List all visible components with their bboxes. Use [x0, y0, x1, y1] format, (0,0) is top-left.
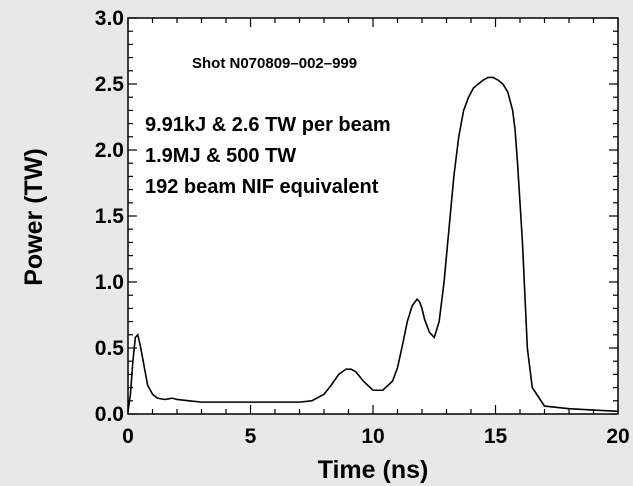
x-tick-label: 20 [606, 425, 629, 448]
y-tick-label: 0.5 [95, 337, 125, 360]
y-axis-title: Power (TW) [20, 148, 48, 286]
x-tick-label: 15 [484, 425, 508, 448]
x-tick-label: 10 [361, 425, 384, 448]
shot-label-box [152, 45, 442, 79]
y-tick-label: 1.0 [95, 271, 124, 294]
y-axis-tick-labels: 0.0 0.5 1.0 1.5 2.0 2.5 3.0 [95, 7, 125, 426]
y-tick-label: 2.0 [95, 139, 124, 162]
y-tick-label: 0.0 [95, 403, 124, 426]
annotation-line-3: 192 beam NIF equivalent [145, 176, 379, 198]
x-axis-ticks [127, 18, 619, 414]
x-tick-label: 0 [122, 425, 134, 448]
x-tick-label: 5 [245, 425, 257, 448]
y-tick-label: 2.5 [95, 73, 125, 96]
shot-label: Shot N070809–002–999 [192, 55, 357, 72]
x-axis-title: Time (ns) [318, 456, 429, 484]
x-axis-tick-labels: 0 5 10 15 20 [122, 425, 630, 448]
plot-frame [127, 17, 619, 415]
power-trace-line [127, 76, 619, 413]
annotation-line-2: 1.9MJ & 500 TW [145, 145, 296, 167]
y-tick-label: 1.5 [95, 205, 125, 228]
annotation-line-1: 9.91kJ & 2.6 TW per beam [145, 114, 391, 136]
y-tick-label: 3.0 [95, 7, 124, 30]
